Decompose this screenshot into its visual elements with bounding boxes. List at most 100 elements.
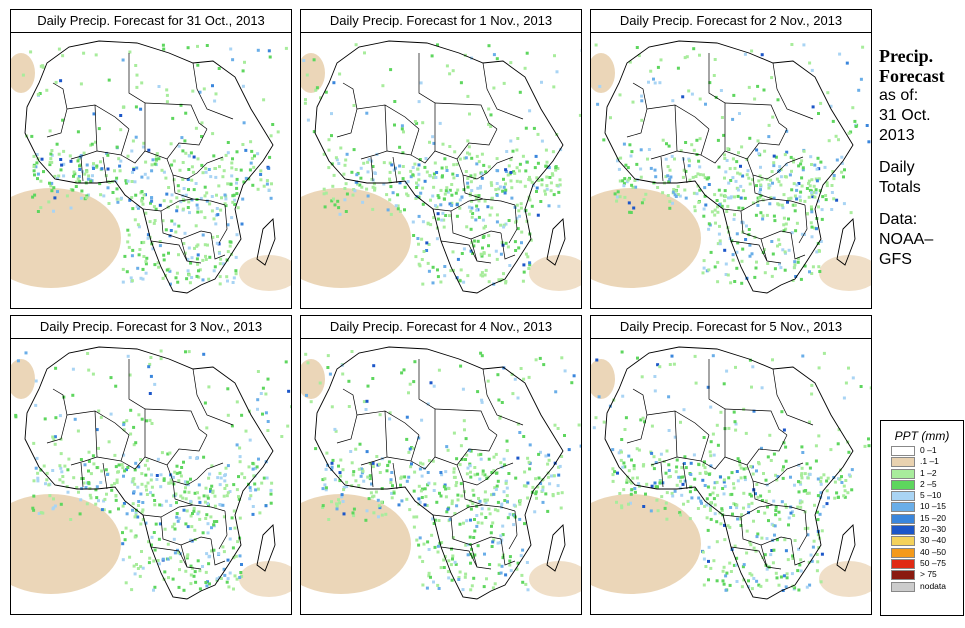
rain-cell	[487, 507, 491, 511]
country-border	[166, 462, 224, 486]
rain-cell	[667, 469, 671, 472]
rain-cell	[725, 571, 729, 575]
rain-cell	[287, 389, 291, 393]
rain-cell	[516, 422, 520, 426]
country-border	[128, 359, 146, 457]
rain-cell	[215, 577, 219, 581]
rain-cell	[413, 162, 417, 166]
rain-cell	[458, 522, 462, 526]
rain-cell	[225, 275, 229, 279]
rain-cell	[390, 471, 394, 474]
rain-cell	[731, 258, 735, 262]
rain-cell	[782, 216, 786, 220]
rain-cell	[633, 490, 637, 494]
rain-cell	[59, 502, 63, 506]
rain-cell	[477, 194, 481, 198]
rain-cell	[661, 191, 665, 195]
rain-cell	[134, 461, 138, 465]
rain-cell	[527, 267, 531, 270]
rain-cell	[807, 181, 810, 185]
country-border	[724, 408, 788, 436]
rain-cell	[630, 183, 634, 187]
rain-cell	[195, 274, 199, 278]
rain-cell	[455, 162, 459, 166]
rain-cell	[713, 481, 717, 485]
rain-cell	[438, 491, 441, 495]
rain-cell	[813, 195, 817, 199]
rain-cell	[178, 471, 182, 475]
rain-cell	[444, 487, 448, 491]
rain-cell	[418, 536, 422, 540]
rain-cell	[88, 493, 92, 497]
rain-cell	[504, 573, 508, 577]
rain-cell	[534, 477, 538, 481]
rain-cell	[455, 203, 459, 207]
rain-cell	[380, 513, 384, 517]
rain-cell	[528, 467, 532, 471]
rain-cell	[707, 545, 711, 549]
country-border	[210, 232, 226, 260]
rain-cell	[378, 506, 382, 510]
rain-cell	[443, 265, 447, 268]
rain-cell	[702, 266, 706, 270]
rain-cell	[509, 171, 513, 174]
rain-cell	[450, 204, 454, 207]
rain-cell	[721, 569, 725, 573]
rain-cell	[232, 483, 236, 487]
rain-cell	[303, 101, 307, 105]
rain-cell	[130, 588, 134, 592]
rain-cell	[765, 567, 769, 571]
rain-cell	[117, 463, 121, 467]
rain-cell	[505, 439, 509, 443]
rain-cell	[749, 543, 753, 547]
rain-cell	[474, 218, 478, 222]
rain-cell	[251, 183, 255, 187]
rain-cell	[798, 195, 802, 199]
rain-cell	[667, 395, 671, 399]
rain-cell	[52, 437, 56, 441]
rain-cell	[540, 178, 544, 182]
legend-label: .1 –1	[920, 456, 939, 467]
rain-cell	[554, 165, 558, 169]
rain-cell	[746, 169, 750, 173]
rain-cell	[164, 499, 168, 503]
rain-cell	[194, 126, 198, 130]
rain-cell	[351, 473, 355, 477]
rain-cell	[822, 505, 826, 509]
country-border	[144, 434, 208, 466]
rain-cell	[378, 471, 382, 474]
rain-cell	[470, 547, 473, 551]
rain-cell	[702, 214, 706, 218]
rain-cell	[755, 535, 759, 539]
coastline	[24, 346, 274, 600]
rain-cell	[161, 557, 165, 561]
rain-cell	[592, 426, 596, 430]
rain-cell	[797, 490, 801, 494]
rain-cell	[181, 207, 185, 211]
rain-cell	[723, 153, 726, 157]
rain-cell	[358, 183, 362, 187]
legend-label: 15 –20	[920, 512, 946, 523]
rain-cell	[226, 464, 230, 468]
rain-cell	[630, 481, 634, 485]
rain-cell	[454, 562, 458, 566]
country-border	[46, 82, 68, 138]
rain-cell	[735, 503, 739, 507]
rain-cell	[640, 201, 644, 205]
country-border	[150, 546, 202, 570]
rain-cell	[240, 574, 244, 578]
rain-cell	[532, 183, 536, 187]
rain-cell	[639, 418, 643, 422]
rain-cell	[776, 244, 779, 248]
rain-cell	[159, 485, 163, 489]
rain-cell	[743, 475, 747, 479]
rain-cell	[540, 139, 544, 143]
rain-cell	[132, 443, 136, 447]
rain-cell	[547, 204, 551, 208]
rain-cell	[819, 580, 823, 584]
rain-cell	[39, 468, 43, 472]
rain-cell	[668, 206, 672, 210]
rain-cell	[226, 558, 230, 562]
rain-cell	[437, 519, 441, 522]
rain-cell	[781, 476, 785, 480]
